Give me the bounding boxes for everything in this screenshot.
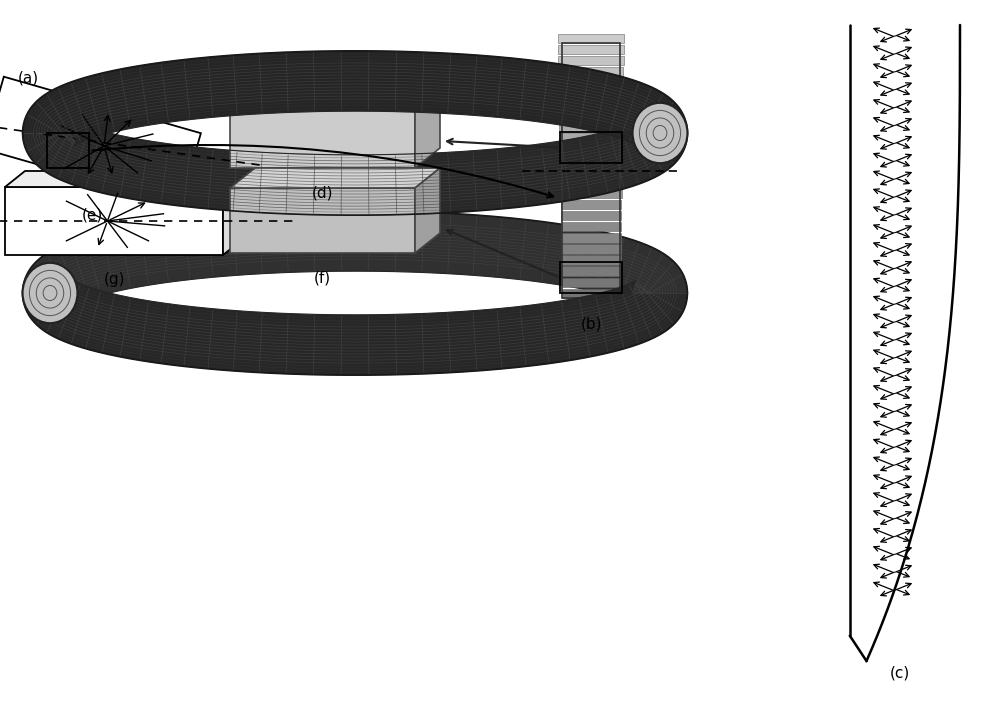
Polygon shape [5,187,223,255]
Bar [562,43,620,298]
Polygon shape [230,168,440,188]
Polygon shape [230,83,440,103]
Bar [47,134,89,168]
Bar [560,134,622,143]
Ellipse shape [23,263,77,323]
Polygon shape [223,171,243,255]
Bar [560,189,622,198]
Bar [561,245,621,254]
Bar [559,111,623,121]
Bar [561,233,621,243]
Bar [558,45,624,54]
Text: (f): (f) [314,270,331,285]
Polygon shape [23,120,687,215]
Polygon shape [5,171,243,187]
Bar [561,255,621,265]
Polygon shape [415,83,440,168]
Text: (d): (d) [312,185,333,200]
Polygon shape [23,211,687,306]
Bar [559,122,623,131]
Bar [562,278,620,287]
Bar [560,167,622,176]
Text: (c): (c) [890,666,910,681]
Text: (e): (e) [81,207,103,222]
Bar [562,289,620,298]
Bar [560,155,622,165]
Polygon shape [23,280,687,375]
Bar [560,262,622,293]
Bar [560,145,622,154]
Polygon shape [230,188,415,253]
Bar [559,100,623,110]
Text: (g): (g) [103,272,125,287]
Bar [558,34,624,43]
Bar [558,56,624,65]
Bar [560,178,622,187]
Ellipse shape [633,103,687,163]
Text: (b): (b) [580,316,602,331]
Polygon shape [415,168,440,253]
Bar [560,132,622,163]
Bar [561,211,621,221]
Bar [559,67,623,76]
Bar [559,89,623,98]
Polygon shape [0,77,201,205]
Text: (a): (a) [18,70,39,86]
Bar [562,266,620,276]
Polygon shape [23,51,687,146]
Bar [561,200,621,209]
Bar [561,222,621,231]
Polygon shape [230,103,415,168]
Bar [559,78,623,87]
